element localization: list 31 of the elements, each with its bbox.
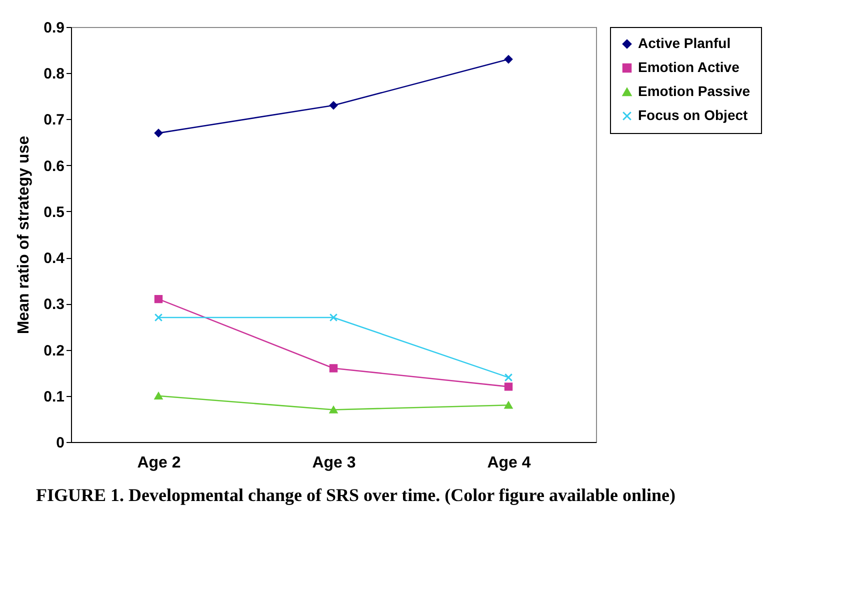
legend-label: Emotion Active (638, 59, 740, 75)
point (504, 373, 513, 382)
y-tick-label: 0.1 (44, 388, 64, 406)
point (154, 313, 163, 322)
legend-label: Emotion Passive (638, 83, 750, 99)
point (504, 55, 513, 64)
point (329, 406, 338, 414)
legend-label: Focus on Object (638, 107, 748, 123)
point (504, 401, 513, 409)
legend-label: Active Planful (638, 35, 731, 51)
y-tick-label: 0.6 (44, 158, 64, 175)
y-tick-label: 0.5 (44, 204, 64, 221)
point (329, 101, 338, 110)
point (329, 313, 338, 322)
y-tick-label: 0.2 (44, 342, 64, 360)
x-tick-label: Age 2 (137, 454, 181, 472)
y-tick-label: 0 (56, 434, 64, 452)
point (154, 392, 163, 400)
point (504, 382, 513, 391)
y-tick-label: 0.7 (44, 112, 64, 129)
x-tick-label: Age 3 (312, 454, 356, 472)
y-tick-label: 0.9 (44, 20, 64, 36)
y-tick-label: 0.4 (44, 250, 66, 268)
y-axis-title: Mean ratio of strategy use (16, 136, 33, 334)
point (329, 364, 338, 372)
point (154, 294, 163, 304)
caption: FIGURE 1. Developmental change of SRS over time. (Color figure available online) (36, 484, 676, 507)
point (154, 128, 163, 138)
y-tick-label: 0.3 (44, 296, 64, 314)
y-tick-label: 0.8 (44, 66, 64, 83)
x-tick-label: Age 4 (487, 454, 531, 472)
